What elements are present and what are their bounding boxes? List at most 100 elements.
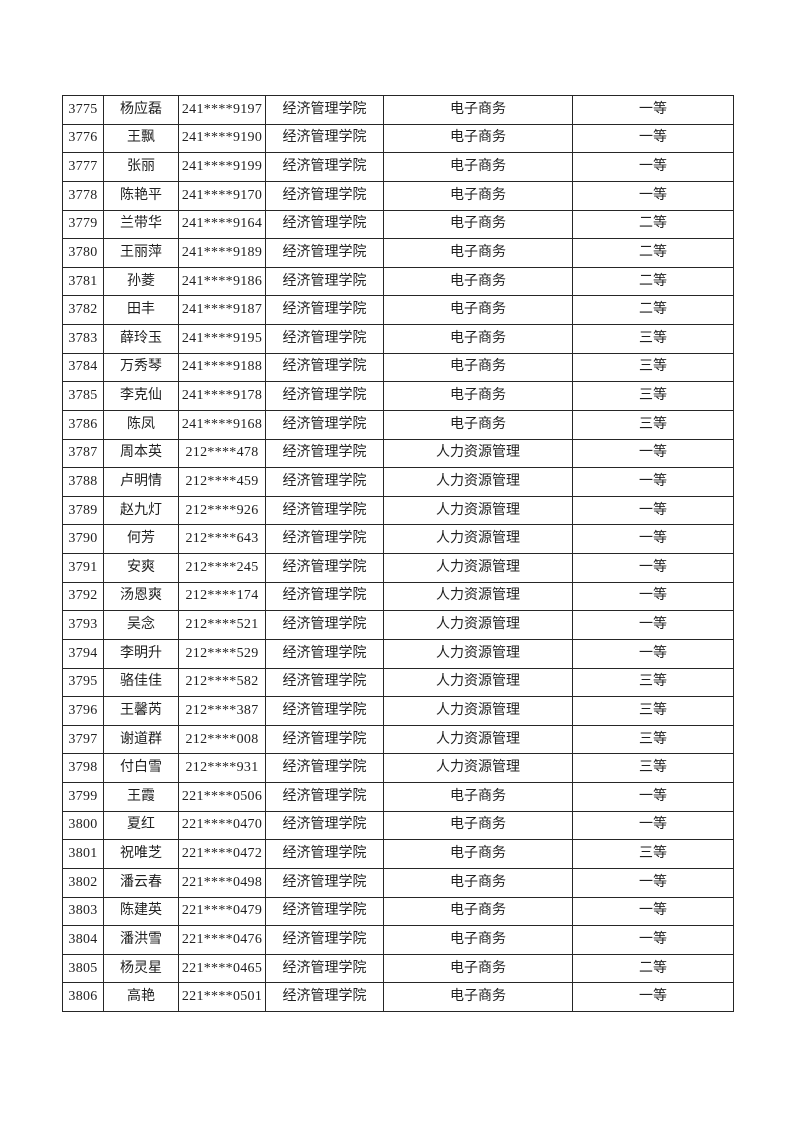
table-cell: 经济管理学院 xyxy=(265,896,384,927)
table-cell: 3785 xyxy=(62,381,104,411)
table-row: 3787 周本英 212****478 经济管理学院 人力资源管理 一等 xyxy=(62,438,734,469)
table-cell: 三等 xyxy=(572,381,734,411)
table-cell: 经济管理学院 xyxy=(265,266,384,297)
table-cell: 二等 xyxy=(572,209,734,240)
table-row: 3798 付白雪 212****931 经济管理学院 人力资源管理 三等 xyxy=(62,753,734,783)
table-cell: 3805 xyxy=(62,953,104,984)
table-cell: 二等 xyxy=(572,295,734,325)
table-cell: 一等 xyxy=(572,95,734,125)
table-cell: 221****0479 xyxy=(178,896,266,927)
table-cell: 何芳 xyxy=(103,524,179,554)
table-row: 3780 王丽萍 241****9189 经济管理学院 电子商务 二等 xyxy=(62,238,734,268)
table-row: 3793 吴念 212****521 经济管理学院 人力资源管理 一等 xyxy=(62,610,734,640)
table-cell: 3796 xyxy=(62,696,104,726)
table-row: 3789 赵九灯 212****926 经济管理学院 人力资源管理 一等 xyxy=(62,495,734,526)
table-cell: 周本英 xyxy=(103,438,179,469)
table-row: 3776 王飘 241****9190 经济管理学院 电子商务 一等 xyxy=(62,123,734,154)
table-cell: 电子商务 xyxy=(383,953,573,984)
table-cell: 经济管理学院 xyxy=(265,209,384,240)
table-cell: 212****582 xyxy=(178,667,266,698)
table-cell: 241****9168 xyxy=(178,409,266,440)
table-cell: 3776 xyxy=(62,123,104,154)
table-cell: 杨灵星 xyxy=(103,953,179,984)
table-cell: 3794 xyxy=(62,638,104,669)
table-cell: 一等 xyxy=(572,896,734,927)
table-cell: 212****926 xyxy=(178,495,266,526)
table-row: 3782 田丰 241****9187 经济管理学院 电子商务 二等 xyxy=(62,295,734,325)
table-cell: 3775 xyxy=(62,95,104,125)
table-row: 3805 杨灵星 221****0465 经济管理学院 电子商务 二等 xyxy=(62,953,734,984)
table-cell: 薛玲玉 xyxy=(103,324,179,354)
table-cell: 一等 xyxy=(572,438,734,469)
table-row: 3788 卢明情 212****459 经济管理学院 人力资源管理 一等 xyxy=(62,467,734,497)
table-row: 3806 高艳 221****0501 经济管理学院 电子商务 一等 xyxy=(62,982,734,1012)
table-cell: 一等 xyxy=(572,123,734,154)
table-cell: 电子商务 xyxy=(383,209,573,240)
table-cell: 3801 xyxy=(62,839,104,869)
award-table: 3775 杨应磊 241****9197 经济管理学院 电子商务 一等 3776 王飘 241*… xyxy=(62,95,734,1012)
table-cell: 一等 xyxy=(572,610,734,640)
table-cell: 人力资源管理 xyxy=(383,553,573,583)
table-row: 3796 王馨芮 212****387 经济管理学院 人力资源管理 三等 xyxy=(62,696,734,726)
table-cell: 3778 xyxy=(62,180,104,211)
table-cell: 人力资源管理 xyxy=(383,581,573,612)
table-row: 3779 兰带华 241****9164 经济管理学院 电子商务 二等 xyxy=(62,209,734,240)
table-cell: 谢道群 xyxy=(103,724,179,755)
table-cell: 三等 xyxy=(572,839,734,869)
table-row: 3784 万秀琴 241****9188 经济管理学院 电子商务 三等 xyxy=(62,352,734,383)
table-cell: 人力资源管理 xyxy=(383,610,573,640)
table-cell: 夏红 xyxy=(103,810,179,841)
table-cell: 221****0465 xyxy=(178,953,266,984)
table-cell: 221****0498 xyxy=(178,867,266,898)
table-cell: 经济管理学院 xyxy=(265,524,384,554)
table-cell: 经济管理学院 xyxy=(265,238,384,268)
table-cell: 212****459 xyxy=(178,467,266,497)
table-cell: 经济管理学院 xyxy=(265,867,384,898)
table-cell: 3777 xyxy=(62,152,104,182)
table-cell: 221****0506 xyxy=(178,782,266,812)
table-cell: 3781 xyxy=(62,266,104,297)
table-cell: 241****9164 xyxy=(178,209,266,240)
table-cell: 3795 xyxy=(62,667,104,698)
table-cell: 人力资源管理 xyxy=(383,495,573,526)
table-cell: 经济管理学院 xyxy=(265,123,384,154)
table-row: 3775 杨应磊 241****9197 经济管理学院 电子商务 一等 xyxy=(62,95,734,125)
table-cell: 3806 xyxy=(62,982,104,1012)
table-cell: 人力资源管理 xyxy=(383,638,573,669)
table-cell: 付白雪 xyxy=(103,753,179,783)
table-cell: 经济管理学院 xyxy=(265,180,384,211)
table-cell: 一等 xyxy=(572,180,734,211)
table-cell: 3782 xyxy=(62,295,104,325)
table-cell: 电子商务 xyxy=(383,381,573,411)
table-cell: 骆佳佳 xyxy=(103,667,179,698)
table-cell: 一等 xyxy=(572,867,734,898)
table-cell: 汤恩爽 xyxy=(103,581,179,612)
table-row: 3785 李克仙 241****9178 经济管理学院 电子商务 三等 xyxy=(62,381,734,411)
table-cell: 一等 xyxy=(572,581,734,612)
table-cell: 电子商务 xyxy=(383,238,573,268)
table-cell: 卢明情 xyxy=(103,467,179,497)
table-cell: 经济管理学院 xyxy=(265,724,384,755)
table-cell: 电子商务 xyxy=(383,180,573,211)
table-cell: 经济管理学院 xyxy=(265,295,384,325)
table-cell: 212****521 xyxy=(178,610,266,640)
table-cell: 一等 xyxy=(572,982,734,1012)
table-row: 3803 陈建英 221****0479 经济管理学院 电子商务 一等 xyxy=(62,896,734,927)
table-row: 3781 孙菱 241****9186 经济管理学院 电子商务 二等 xyxy=(62,266,734,297)
table-cell: 一等 xyxy=(572,495,734,526)
table-cell: 一等 xyxy=(572,810,734,841)
table-row: 3804 潘洪雪 221****0476 经济管理学院 电子商务 一等 xyxy=(62,925,734,955)
table-cell: 电子商务 xyxy=(383,810,573,841)
table-cell: 241****9178 xyxy=(178,381,266,411)
table-cell: 221****0476 xyxy=(178,925,266,955)
table-cell: 高艳 xyxy=(103,982,179,1012)
table-cell: 电子商务 xyxy=(383,152,573,182)
table-cell: 赵九灯 xyxy=(103,495,179,526)
table-cell: 经济管理学院 xyxy=(265,495,384,526)
table-cell: 田丰 xyxy=(103,295,179,325)
table-cell: 李克仙 xyxy=(103,381,179,411)
table-cell: 电子商务 xyxy=(383,95,573,125)
table-cell: 电子商务 xyxy=(383,266,573,297)
table-cell: 经济管理学院 xyxy=(265,667,384,698)
table-cell: 潘云春 xyxy=(103,867,179,898)
